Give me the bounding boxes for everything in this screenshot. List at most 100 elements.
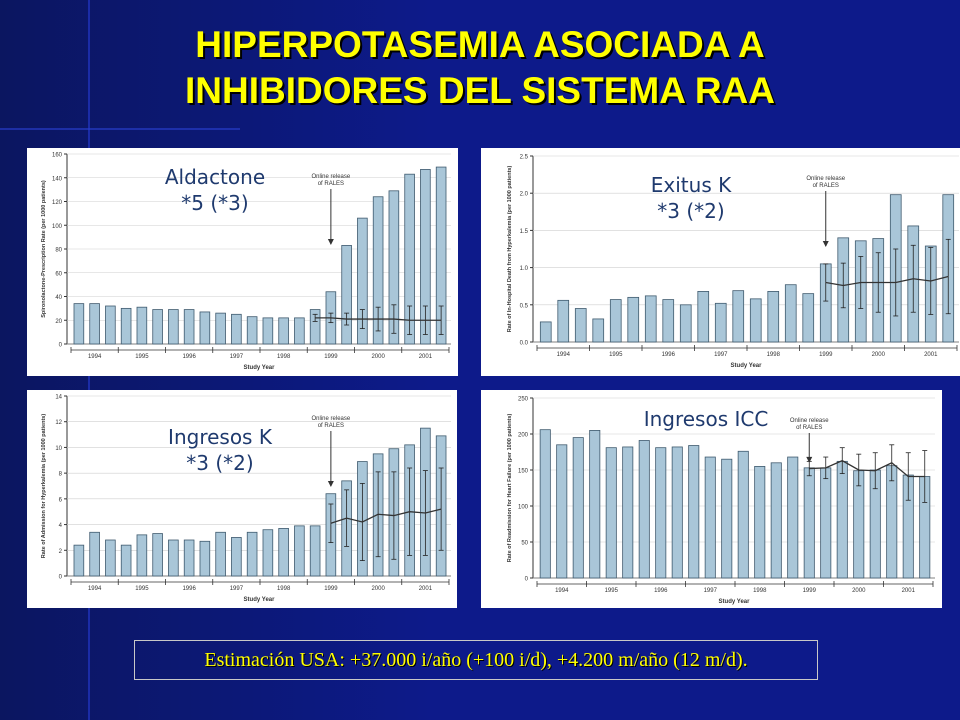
bar	[749, 298, 762, 343]
chart-ingresos-k: 0 2 4 6 8 10 12 14 Rate of Admission for Hyperka…	[27, 390, 457, 608]
year-label: 1997	[704, 588, 718, 594]
bar	[120, 307, 132, 345]
chart-aldactone-svg: 0 20 40 60 80 100 120 140 160 Spironolactone-Pres…	[41, 153, 451, 371]
y-tick-label: 0	[525, 577, 529, 583]
year-label: 1994	[557, 352, 571, 358]
decorative-horizontal-line	[0, 128, 240, 130]
year-label: 1998	[277, 586, 291, 592]
bar	[372, 196, 384, 345]
y-tick-label: 160	[52, 153, 63, 159]
overlay-drug-label: Aldactone	[164, 165, 266, 189]
bar	[853, 470, 865, 579]
bar	[215, 312, 226, 345]
y-tick-label: 0	[59, 575, 63, 581]
bar	[638, 440, 650, 579]
year-label: 1995	[605, 588, 619, 594]
bar	[152, 533, 163, 577]
bar	[215, 531, 226, 577]
annotation-arrow-head	[327, 481, 334, 487]
bar	[246, 316, 258, 345]
bar	[704, 456, 716, 579]
bar	[697, 291, 710, 343]
y-tick-label: 100	[518, 505, 529, 511]
bar	[262, 529, 274, 577]
bar	[820, 467, 832, 579]
chart-exitus-k: 0.0 0.5 1.0 1.5 2.0 2.5 Rate of In-Hospital De…	[481, 148, 960, 376]
bar	[767, 291, 780, 343]
year-label: 2000	[371, 354, 385, 360]
bar	[183, 309, 195, 345]
annotation-arrow-head	[327, 239, 334, 245]
trend-line	[330, 508, 442, 524]
bar	[644, 295, 657, 343]
year-label: 1996	[654, 588, 668, 594]
y-tick-label: 2.5	[520, 155, 529, 161]
year-label: 2001	[419, 354, 433, 360]
year-label: 1994	[88, 354, 102, 360]
year-label: 1994	[88, 586, 102, 592]
bar	[556, 444, 568, 579]
annotation-arrow-head	[806, 456, 813, 463]
y-tick-label: 120	[52, 200, 63, 206]
trend-line	[315, 317, 442, 321]
year-label: 1998	[753, 588, 767, 594]
bar	[671, 446, 683, 579]
footnote-estimate: Estimación USA: +37.000 i/año (+100 i/d)…	[134, 640, 818, 680]
slide-title: HIPERPOTASEMIA ASOCIADA A INHIBIDORES DE…	[0, 22, 960, 114]
bar	[294, 317, 305, 345]
bar	[246, 531, 258, 577]
annotation-line-1: Online release	[312, 174, 351, 180]
year-label: 1995	[609, 352, 623, 358]
bar	[420, 169, 431, 345]
bar	[557, 299, 570, 343]
year-label: 1995	[135, 586, 149, 592]
bar	[679, 304, 692, 343]
x-axis-label: Study Year	[244, 597, 276, 603]
y-tick-label: 140	[52, 176, 63, 182]
x-axis-label: Study Year	[719, 599, 751, 605]
trend-line	[809, 459, 925, 478]
year-label: 1996	[182, 586, 196, 592]
bar	[152, 309, 163, 345]
y-tick-label: 1.0	[520, 266, 529, 272]
bar	[73, 303, 85, 345]
bar	[622, 446, 634, 579]
bar	[836, 460, 848, 579]
year-label: 1998	[277, 354, 291, 360]
bar	[294, 525, 305, 577]
bar	[168, 309, 179, 345]
bar	[199, 311, 211, 345]
bar	[231, 313, 242, 345]
y-tick-label: 14	[55, 395, 62, 401]
annotation-line-1: Online release	[806, 176, 845, 182]
annotation-line-2: of RALES	[796, 425, 822, 431]
year-label: 1995	[135, 354, 149, 360]
bar	[357, 217, 368, 345]
y-tick-label: 10	[55, 446, 62, 452]
bar	[732, 290, 745, 343]
overlay-death-label: Exitus K	[650, 173, 732, 197]
bar	[183, 539, 195, 577]
bar	[309, 525, 321, 577]
bar	[803, 467, 815, 579]
bar	[787, 456, 799, 579]
year-label: 1998	[767, 352, 781, 358]
y-tick-label: 6	[59, 497, 63, 503]
y-tick-label: 50	[521, 541, 528, 547]
bar	[574, 308, 587, 343]
bar	[341, 245, 352, 345]
chart-aldactone-overlay: Aldactone *5 (*3)	[155, 164, 275, 216]
bar	[737, 450, 749, 579]
year-label: 1997	[230, 586, 244, 592]
year-label: 1999	[324, 354, 338, 360]
year-label: 1996	[662, 352, 676, 358]
x-axis-label: Study Year	[731, 363, 763, 369]
overlay-readmission-label: Ingresos ICC	[643, 407, 769, 431]
bar	[105, 539, 116, 577]
x-axis-label: Study Year	[244, 365, 276, 371]
bar	[278, 317, 289, 345]
bar	[136, 534, 148, 577]
y-axis-label: Spironolactone-Prescription Rate (per 10…	[41, 180, 47, 318]
bar	[627, 296, 640, 343]
bar	[168, 539, 179, 577]
